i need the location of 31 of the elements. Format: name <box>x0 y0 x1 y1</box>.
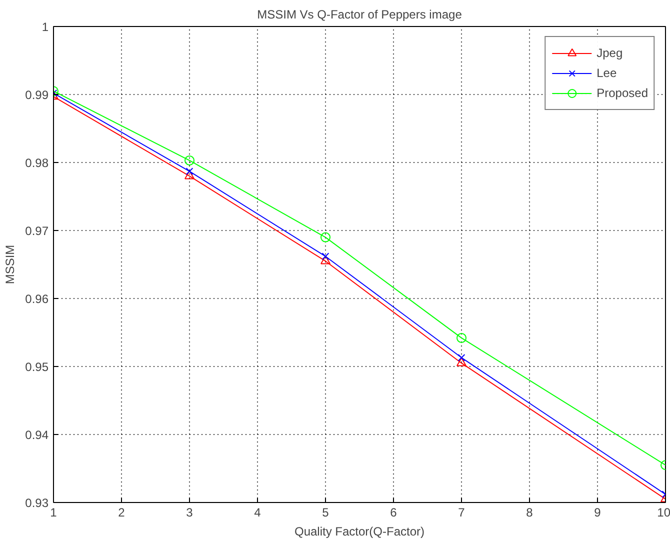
point <box>186 168 194 176</box>
y-tick-label: 0.96 <box>25 292 49 306</box>
x-tick-label: 3 <box>186 506 194 520</box>
y-tick-label: 0.93 <box>25 496 49 510</box>
y-axis-title: MSSIM <box>3 244 18 284</box>
chart-title: MSSIM Vs Q-Factor of Peppers image <box>257 8 462 22</box>
y-tick-label: 0.97 <box>25 224 49 238</box>
point <box>322 252 330 260</box>
y-tick-label: 0.95 <box>25 360 49 374</box>
x-tick-label: 5 <box>322 506 330 520</box>
point <box>184 155 194 166</box>
point <box>320 232 330 242</box>
x-tick-label: 8 <box>526 506 534 520</box>
point <box>458 354 466 362</box>
x-tick-label: 9 <box>594 506 602 520</box>
x-tick-label: 10 <box>657 506 670 520</box>
x-tick-label: 1 <box>50 506 58 520</box>
y-tick-label: 0.99 <box>25 88 49 102</box>
legend-label: Proposed <box>596 86 648 100</box>
point <box>456 357 466 366</box>
y-tick-label: 0.94 <box>25 428 49 442</box>
x-tick-label: 6 <box>390 506 398 520</box>
legend-label: Lee <box>596 66 617 80</box>
x-tick-label: 7 <box>458 506 466 520</box>
x-axis-title: Quality Factor(Q-Factor) <box>294 524 425 538</box>
legend-label: Jpeg <box>596 46 623 60</box>
x-tick-label: 2 <box>118 506 126 520</box>
point <box>456 332 466 343</box>
y-tick-label: 1 <box>42 20 49 34</box>
x-tick-label: 4 <box>254 506 262 520</box>
y-tick-label: 0.98 <box>25 156 49 170</box>
